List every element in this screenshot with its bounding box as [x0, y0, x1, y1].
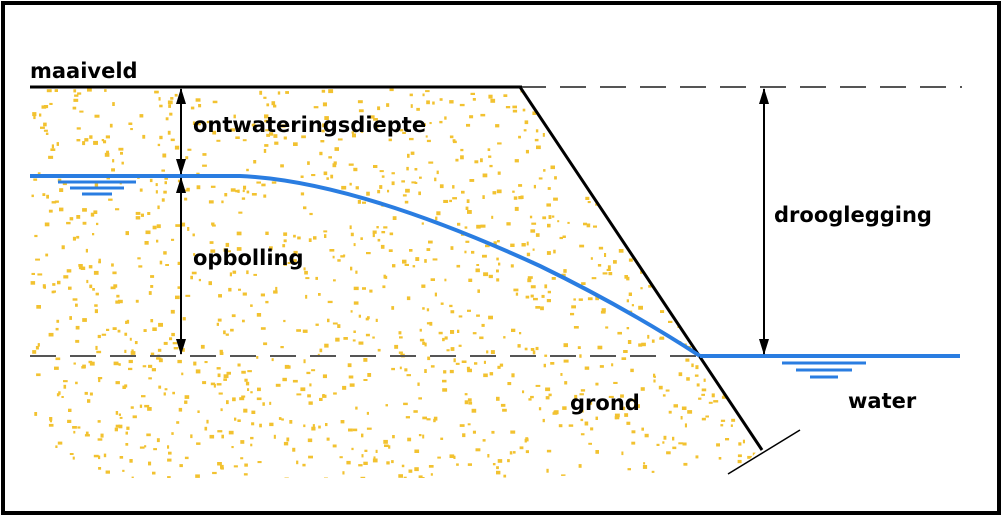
label-water: water: [848, 389, 917, 413]
label-opbolling: opbolling: [193, 246, 304, 270]
label-ontwateringsdiepte: ontwateringsdiepte: [193, 113, 426, 137]
water-level-symbol-right: [782, 361, 866, 379]
water-level-symbol-left: [58, 180, 136, 196]
label-grond: grond: [570, 391, 640, 415]
drooglegging-arrow: [759, 88, 769, 355]
opbolling-arrow: [176, 177, 186, 355]
ontwateringsdiepte-arrow: [176, 88, 186, 175]
label-maaiveld: maaiveld: [30, 59, 138, 83]
label-drooglegging: drooglegging: [774, 203, 932, 227]
ditch-bottom-tick: [727, 429, 801, 475]
groundwater-curve: [30, 174, 702, 358]
ditch-slope-line: [518, 86, 764, 451]
